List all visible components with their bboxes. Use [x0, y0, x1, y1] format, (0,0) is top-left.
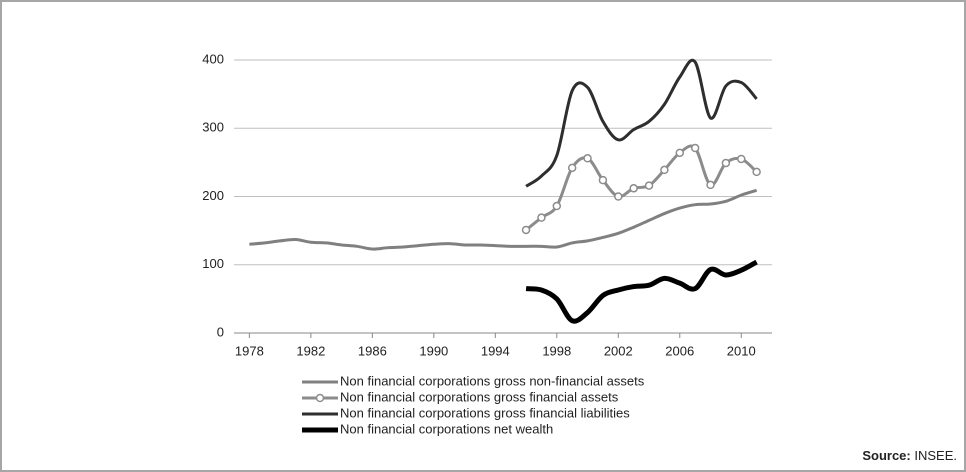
series-line: [525, 259, 758, 324]
x-tick-label: 1998: [542, 343, 571, 358]
y-tick-label: 300: [202, 120, 224, 135]
point-marker: [660, 165, 669, 175]
legend-label: Non financial corporations net wealth: [340, 421, 553, 436]
y-tick-label: 200: [202, 188, 224, 203]
y-tick-label: 100: [202, 256, 224, 271]
x-tick-label: 1982: [296, 343, 325, 358]
legend-entry: Non financial corporations gross non-fin…: [302, 373, 645, 388]
point-marker: [737, 154, 746, 164]
x-tick-label: 1990: [419, 343, 448, 358]
series-line: [525, 144, 758, 232]
legend-entry: Non financial corporations gross financi…: [302, 405, 630, 420]
point-marker: [752, 167, 761, 177]
point-marker: [706, 180, 715, 190]
legend-label: Non financial corporations gross financi…: [340, 405, 630, 420]
point-marker: [521, 225, 531, 235]
point-marker: [614, 192, 623, 201]
legend-label: Non financial corporations gross non-fin…: [340, 373, 645, 388]
point-marker: [583, 154, 592, 163]
legend-entry: Non financial corporations net wealth: [302, 421, 553, 436]
x-tick-label: 2006: [665, 343, 694, 358]
source-label: Source:: [862, 448, 910, 463]
point-marker: [690, 143, 700, 153]
y-tick-label: 400: [202, 51, 224, 66]
x-tick-label: 1978: [235, 343, 264, 358]
legend-entry: Non financial corporations gross financi…: [302, 389, 619, 404]
point-marker: [598, 175, 608, 185]
source: Source: INSEE.: [862, 448, 957, 463]
point-marker: [644, 181, 654, 190]
point-marker: [537, 213, 546, 222]
point-marker: [629, 184, 638, 193]
series-line: [525, 58, 758, 188]
point-marker: [721, 158, 731, 168]
series-line: [249, 188, 758, 251]
legend-marker: [315, 393, 325, 403]
point-marker: [567, 163, 577, 173]
legend-label: Non financial corporations gross financi…: [340, 389, 619, 404]
x-tick-label: 2010: [727, 343, 756, 358]
y-tick-label: 0: [217, 324, 224, 339]
x-tick-label: 1986: [358, 343, 387, 358]
point-marker: [675, 148, 685, 158]
source-text: INSEE.: [914, 448, 957, 463]
x-tick-label: 2002: [604, 343, 633, 358]
point-marker: [552, 201, 562, 211]
x-tick-label: 1994: [481, 343, 510, 358]
